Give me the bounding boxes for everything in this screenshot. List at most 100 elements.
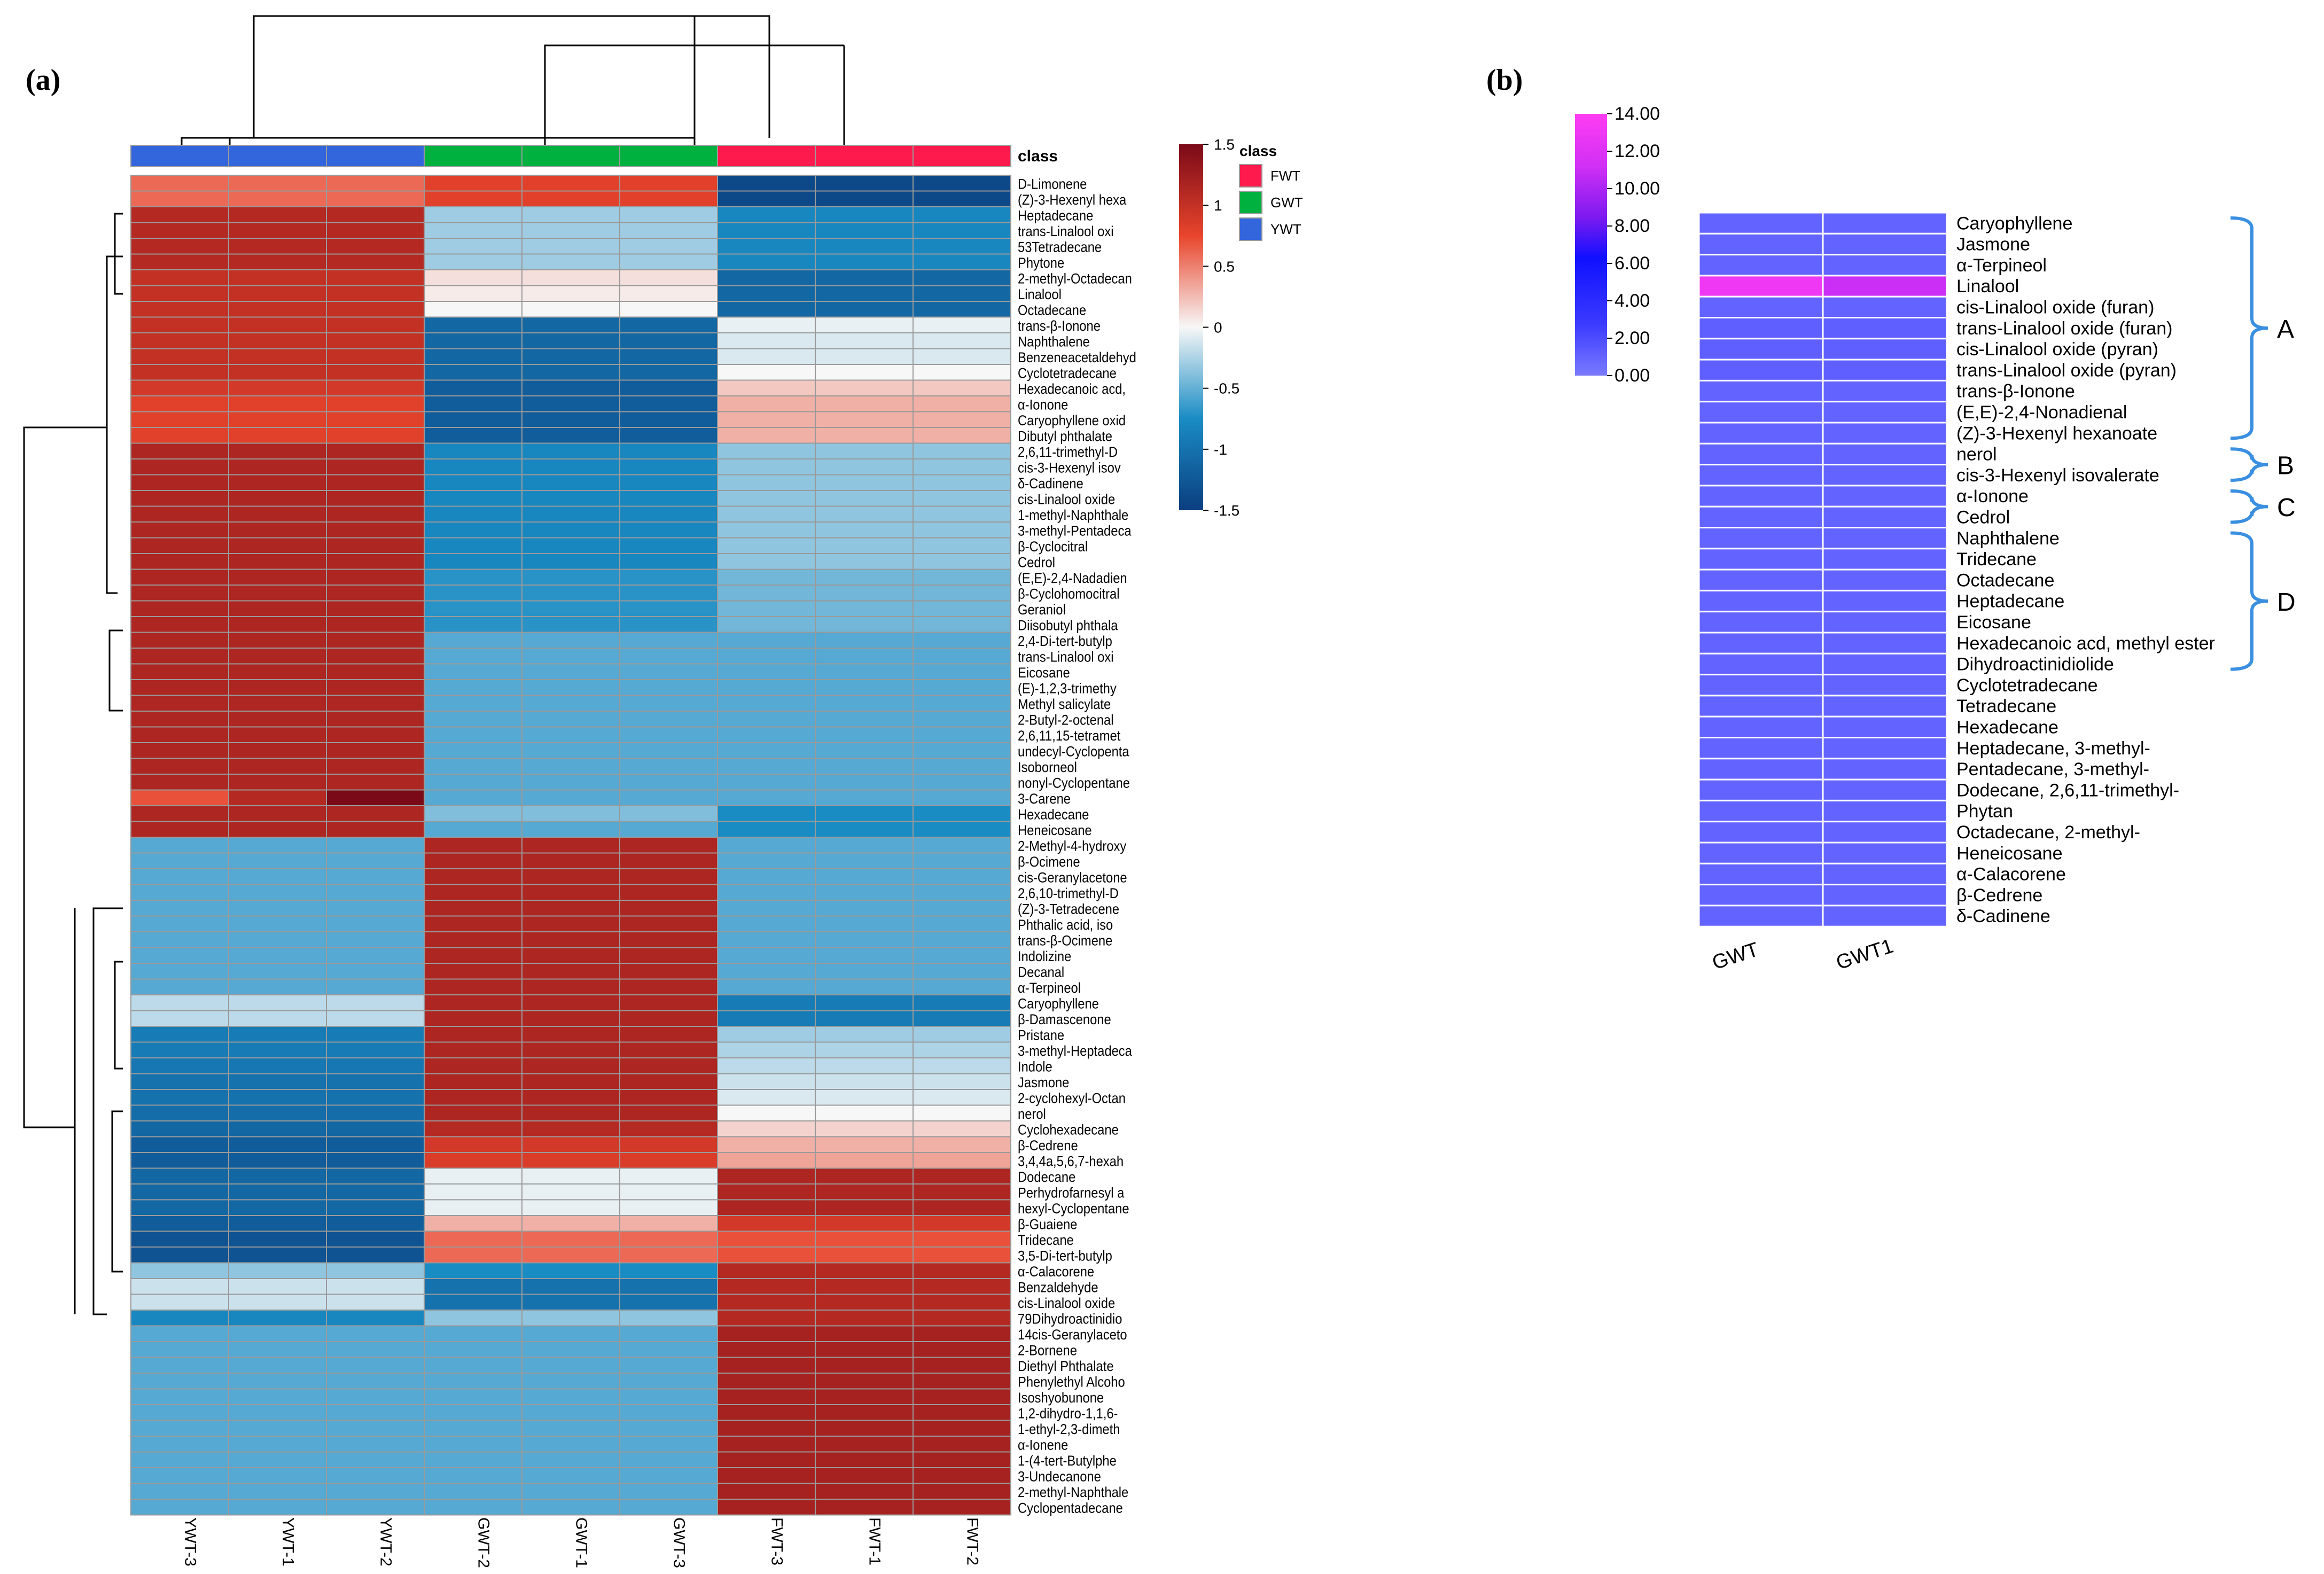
- heatmap-b-row-label: (E,E)-2,4-Nonadienal: [1956, 402, 2127, 423]
- heatmap-a-cell: [815, 1136, 914, 1153]
- heatmap-a-cell: [130, 238, 229, 255]
- heatmap-a-cell: [424, 585, 522, 602]
- heatmap-a-cell: [913, 1152, 1011, 1169]
- heatmap-a-cell: [619, 1404, 718, 1421]
- heatmap-a-row-label: 2-cyclohexyl-Octan: [1018, 1090, 1126, 1107]
- heatmap-a-cell: [326, 900, 425, 917]
- heatmap-a-cell: [717, 395, 816, 412]
- heatmap-a-cell: [130, 742, 229, 759]
- heatmap-a-cell: [228, 679, 327, 696]
- heatmap-a-cell: [619, 553, 718, 570]
- heatmap-a-cell: [326, 175, 425, 192]
- heatmap-a-cell: [717, 332, 816, 349]
- heatmap-a-cell: [130, 600, 229, 617]
- heatmap-a-cell: [424, 915, 522, 932]
- heatmap-a-cell: [815, 222, 914, 239]
- heatmap-a-cell: [815, 900, 914, 917]
- heatmap-a-cell: [130, 1041, 229, 1058]
- heatmap-a-cell: [521, 1152, 620, 1169]
- heatmap-a-cell: [619, 427, 718, 444]
- heatmap-a-cell: [913, 364, 1011, 381]
- heatmap-a-row-label: 79Dihydroactinidio: [1018, 1311, 1122, 1327]
- heatmap-a-cell: [717, 585, 816, 602]
- heatmap-a-cell: [326, 931, 425, 948]
- heatmap-a-cell: [228, 427, 327, 444]
- heatmap-a-cell: [424, 1278, 522, 1295]
- heatmap-a-cell: [424, 1246, 522, 1264]
- heatmap-a-cell: [521, 1199, 620, 1216]
- heatmap-a-cell: [717, 348, 816, 365]
- heatmap-a-cell: [521, 474, 620, 491]
- heatmap-a-cell: [326, 1199, 425, 1216]
- heatmap-a-cell: [619, 742, 718, 759]
- heatmap-a-cell: [619, 711, 718, 728]
- heatmap-a-cell: [619, 395, 718, 412]
- heatmap-a-cell: [228, 1199, 327, 1216]
- heatmap-b-row-label: Phytan: [1956, 801, 2013, 822]
- heatmap-a-cell: [913, 348, 1011, 365]
- heatmap-a-cell: [521, 1341, 620, 1358]
- heatmap-a-cell: [619, 1199, 718, 1216]
- heatmap-a-cell: [228, 711, 327, 728]
- heatmap-a-cell: [815, 537, 914, 554]
- heatmap-a-cell: [913, 900, 1011, 917]
- heatmap-a-cell: [913, 1010, 1011, 1027]
- heatmap-b-cell: [1698, 379, 1824, 403]
- heatmap-a-cell: [717, 758, 816, 775]
- heatmap-a-cell: [228, 758, 327, 775]
- heatmap-a-row-label: Heneicosane: [1018, 823, 1092, 839]
- heatmap-a-cell: [521, 1357, 620, 1374]
- heatmap-a-cell: [913, 568, 1011, 586]
- heatmap-a-cell: [815, 821, 914, 838]
- heatmap-a-cell: [130, 1136, 229, 1153]
- heatmap-a-cell: [228, 994, 327, 1011]
- heatmap-a-cell: [521, 427, 620, 444]
- heatmap-a-cell: [228, 332, 327, 349]
- heatmap-a-cell: [717, 1404, 816, 1421]
- heatmap-b-cell: [1822, 295, 1948, 319]
- heatmap-a-cell: [326, 1183, 425, 1201]
- heatmap-a-cell: [815, 190, 914, 207]
- heatmap-a-cell: [424, 1136, 522, 1153]
- heatmap-a-cell: [130, 726, 229, 743]
- heatmap-a-cell: [130, 1357, 229, 1374]
- heatmap-a-cell: [228, 963, 327, 980]
- heatmap-b-row-label: cis-Linalool oxide (pyran): [1956, 339, 2158, 360]
- heatmap-a-cell: [521, 1262, 620, 1279]
- heatmap-a-cell: [619, 1010, 718, 1027]
- heatmap-a-cell: [228, 695, 327, 712]
- heatmap-a-cell: [521, 1167, 620, 1185]
- heatmap-a-cell: [326, 1136, 425, 1153]
- heatmap-a-cell: [717, 1262, 816, 1279]
- heatmap-a-cell: [619, 726, 718, 743]
- heatmap-b-row-label: Jasmone: [1956, 235, 2030, 255]
- heatmap-b-group-brackets: A BC D: [2230, 216, 2296, 671]
- heatmap-a-cell: [717, 837, 816, 854]
- heatmap-a-cell: [619, 963, 718, 980]
- heatmap-a-cell: [815, 1089, 914, 1106]
- heatmap-a-row-label: β-Ocimene: [1018, 854, 1080, 870]
- heatmap-a-cell: [130, 1436, 229, 1453]
- heatmap-a-cell: [228, 568, 327, 586]
- heatmap-a-cell: [228, 1230, 327, 1248]
- heatmap-a-cell: [913, 1404, 1011, 1421]
- heatmap-a-cell: [815, 505, 914, 523]
- heatmap-a-cell: [521, 821, 620, 838]
- heatmap-a-cell: [913, 616, 1011, 633]
- class-strip-cell: [717, 145, 816, 167]
- heatmap-a-cell: [326, 1499, 425, 1516]
- heatmap-a-cell: [424, 679, 522, 696]
- heatmap-a-cell: [913, 1167, 1011, 1185]
- heatmap-a-cell: [815, 1199, 914, 1216]
- heatmap-a-cell: [326, 490, 425, 507]
- heatmap-a-row-label: Hexadecanoic acd,: [1018, 381, 1126, 398]
- heatmap-a-cell: [228, 1041, 327, 1058]
- heatmap-b-cell: [1698, 589, 1824, 613]
- heatmap-b-cell: [1822, 232, 1948, 256]
- heatmap-a-cell: [717, 805, 816, 822]
- heatmap-a-row-label: Perhydrofarnesyl a: [1018, 1185, 1125, 1201]
- heatmap-a-cell: [815, 285, 914, 302]
- heatmap-a-cell: [424, 947, 522, 964]
- heatmap-a-cell: [326, 632, 425, 649]
- heatmap-a-row-label: undecyl-Cyclopenta: [1018, 744, 1129, 760]
